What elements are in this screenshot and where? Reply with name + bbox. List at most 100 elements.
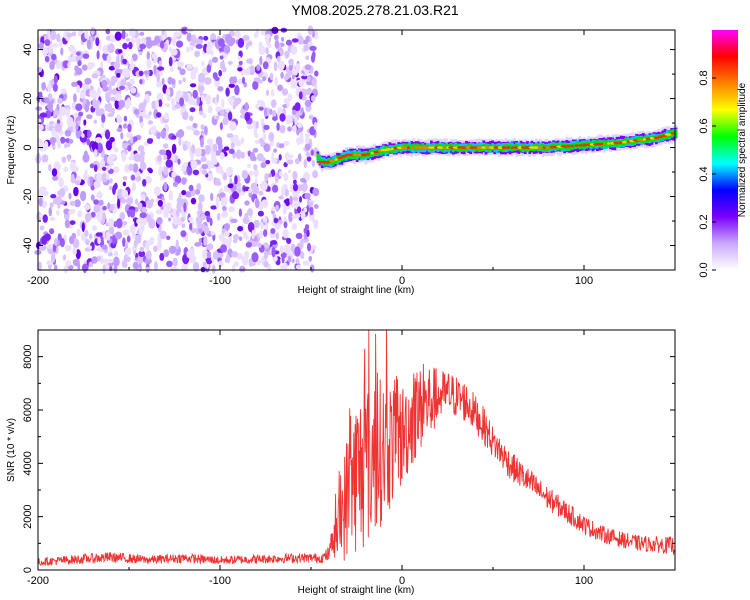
x-tick-label: 100 — [575, 275, 593, 287]
noise-blob — [155, 99, 159, 109]
noise-blob — [304, 88, 312, 95]
y-tick-label: 6000 — [22, 398, 34, 422]
noise-blob — [223, 45, 231, 54]
signal-track-segment — [408, 144, 411, 151]
noise-blob — [63, 166, 69, 172]
noise-blob — [128, 41, 133, 50]
signal-peak — [664, 133, 673, 136]
noise-blob — [243, 231, 248, 240]
x-tick-label: 0 — [399, 275, 405, 287]
noise-blob — [287, 93, 293, 102]
noise-blob — [182, 143, 188, 151]
noise-blob — [161, 77, 165, 86]
noise-blob — [294, 102, 301, 112]
noise-blob — [117, 49, 123, 54]
noise-blob — [93, 119, 98, 124]
noise-blob — [311, 159, 316, 168]
noise-blob — [89, 163, 95, 169]
signal-peak — [334, 158, 338, 161]
noise-blob — [307, 242, 311, 252]
noise-blob — [49, 228, 55, 235]
noise-blob — [148, 168, 153, 174]
noise-blob — [157, 154, 162, 162]
noise-blob — [250, 182, 258, 191]
noise-blob — [86, 114, 93, 120]
noise-blob — [199, 110, 204, 116]
noise-blob — [278, 154, 282, 161]
signal-peak — [607, 142, 610, 145]
noise-blob — [74, 180, 81, 186]
colorbar-ticks: 0.0 0.2 0.4 0.6 0.8 — [698, 70, 716, 278]
noise-blob — [221, 66, 227, 73]
noise-blob — [51, 53, 57, 61]
noise-blob — [268, 132, 275, 142]
noise-blob — [46, 244, 54, 249]
noise-blob — [106, 155, 114, 165]
noise-blob — [37, 261, 42, 272]
noise-blob — [272, 184, 279, 193]
page-title: YM08.2025.278.21.03.R21 — [291, 2, 459, 18]
noise-blob — [82, 153, 90, 163]
noise-blob — [41, 154, 49, 163]
noise-blob — [265, 33, 271, 39]
noise-blob — [42, 214, 48, 223]
noise-blob — [54, 123, 63, 133]
noise-blob — [293, 179, 297, 185]
noise-blob — [165, 159, 173, 168]
y-tick-label: 4000 — [22, 451, 34, 475]
noise-blob — [75, 55, 80, 62]
noise-blob — [204, 210, 211, 217]
noise-blob — [304, 224, 310, 230]
noise-blob — [139, 79, 143, 85]
noise-blob — [291, 38, 299, 43]
noise-blob — [61, 156, 67, 163]
noise-blob — [244, 111, 251, 122]
noise-blob — [261, 157, 267, 163]
noise-blob — [53, 110, 57, 118]
noise-blob — [174, 175, 182, 184]
spectrogram-ylabel: Frequency (Hz) — [6, 116, 17, 185]
noise-blob — [112, 166, 120, 174]
noise-blob — [285, 114, 293, 125]
noise-blob — [198, 194, 205, 203]
noise-blob — [285, 160, 293, 165]
noise-blob — [237, 37, 245, 48]
noise-blob — [286, 154, 294, 159]
noise-blob — [75, 67, 83, 76]
noise-blob — [241, 170, 249, 179]
noise-blob — [168, 56, 173, 67]
noise-blob — [254, 132, 259, 139]
signal-peak — [570, 144, 575, 148]
noise-blob — [90, 211, 96, 218]
noise-blob — [122, 58, 128, 65]
signal-track-segment — [392, 146, 396, 153]
noise-blob — [241, 76, 246, 85]
noise-blob — [146, 239, 154, 246]
signal-track-segment — [609, 141, 612, 147]
noise-blob — [74, 199, 81, 208]
noise-blob — [102, 205, 107, 211]
x-tick-label: -200 — [27, 575, 49, 587]
noise-blob — [219, 152, 225, 160]
noise-blob — [196, 96, 200, 106]
noise-blob — [174, 104, 181, 109]
noise-blob — [206, 251, 212, 259]
noise-blob — [159, 149, 167, 156]
noise-blob — [189, 115, 194, 122]
noise-blob — [228, 96, 235, 104]
noise-blob — [297, 206, 302, 213]
noise-blob — [106, 54, 112, 64]
noise-blob — [159, 40, 165, 49]
noise-blob — [95, 110, 103, 117]
noise-blob — [113, 264, 118, 274]
noise-blob — [140, 161, 147, 171]
noise-blob — [216, 93, 220, 103]
noise-blob — [305, 136, 310, 145]
noise-blob — [40, 36, 45, 45]
noise-blob — [219, 122, 223, 131]
snr-xlabel: Height of straight line (km) — [298, 585, 415, 596]
noise-blob — [168, 190, 173, 201]
noise-blob — [96, 50, 100, 60]
noise-blob — [163, 143, 169, 149]
